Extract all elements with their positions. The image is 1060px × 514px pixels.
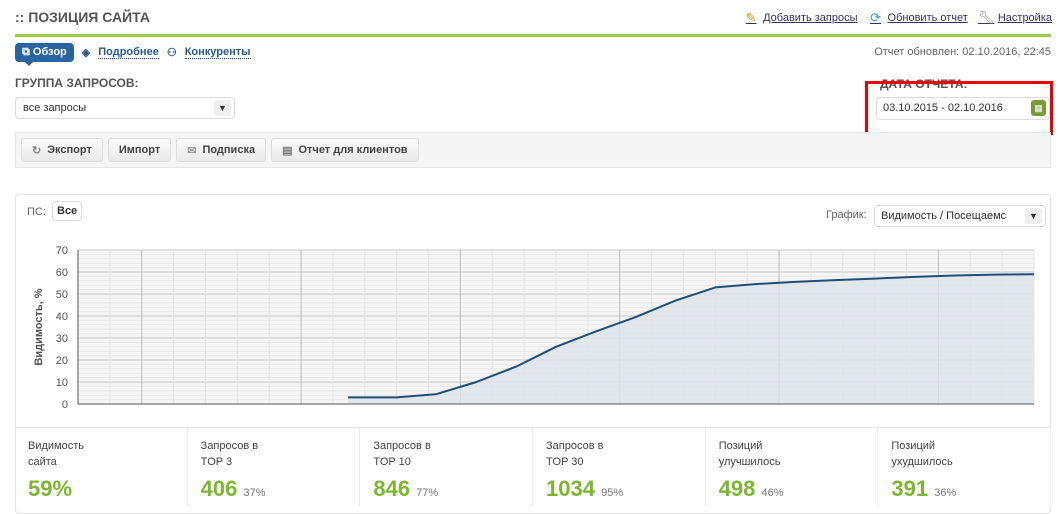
refresh-report-link[interactable]: ⟳ Обновить отчет — [868, 10, 968, 26]
stat-value: 391 36% — [891, 476, 957, 501]
stat-name: Позиций улучшилось — [718, 440, 781, 468]
envelope-icon: ✉ — [187, 144, 197, 157]
stat-name: Запросов в TOP 3 — [200, 440, 259, 468]
stat-card: Запросов в TOP 10 846 77% — [360, 428, 534, 507]
export-button[interactable]: ↻ Экспорт — [21, 138, 103, 162]
windows-icon: ⧉ — [22, 46, 33, 58]
tabs: ⧉ Обзор ◈ Подробнее ⚇ Конкуренты — [15, 43, 251, 66]
chevron-down-icon: ▼ — [1025, 208, 1042, 224]
y-tick-label: 0 — [62, 399, 68, 411]
visibility-chart: 0 10 20 30 40 50 60 70 Видимость, % — [33, 245, 1035, 411]
stat-card: Позиций ухудшилось 391 36% — [878, 428, 1052, 507]
toolbar: ↻ Экспорт Импорт ✉ Подписка ▤ Отчет для кли… — [15, 132, 1051, 168]
area-fill — [348, 274, 1034, 404]
graph-label: График: — [826, 209, 867, 221]
y-tick-label: 40 — [56, 311, 68, 323]
y-tick-label: 60 — [56, 267, 68, 279]
y-tick-label: 30 — [56, 333, 68, 345]
tab-overview[interactable]: ⧉ Обзор — [15, 43, 74, 66]
report-updated: Отчет обновлен: 02.10.2016, 22:45 — [874, 46, 1051, 58]
stat-percent: 37% — [243, 487, 266, 499]
tab-details[interactable]: Подробнее — [98, 46, 159, 59]
export-icon: ↻ — [32, 144, 42, 157]
tab-competitors[interactable]: Конкуренты — [184, 46, 251, 59]
stat-name: Видимость сайта — [28, 440, 84, 468]
date-range-input[interactable]: 03.10.2015 - 02.10.2016 ▦ — [876, 97, 1050, 120]
stat-percent: 77% — [416, 487, 439, 499]
page-title: :: ПОЗИЦИЯ САЙТА — [15, 9, 150, 25]
group-label: ГРУППА ЗАПРОСОВ: — [15, 76, 139, 90]
notebook-icon: ▤ — [282, 144, 293, 157]
highlight-box — [865, 81, 1053, 135]
y-tick-label: 20 — [56, 355, 68, 367]
header-links: ✎ Добавить запросы ⟳ Обновить отчет 🔧︎ Наст… — [743, 10, 1052, 26]
users-icon: ⚇ — [166, 47, 177, 59]
ps-label: ПС: — [27, 206, 46, 218]
stat-percent: 46% — [761, 487, 784, 499]
stat-name: Запросов в TOP 30 — [546, 440, 604, 468]
diamond-icon: ◈ — [81, 47, 91, 59]
stat-name: Позиций ухудшилось — [891, 440, 953, 468]
add-queries-link[interactable]: ✎ Добавить запросы — [743, 10, 858, 26]
subscribe-button[interactable]: ✉ Подписка — [176, 138, 267, 162]
ps-all-button[interactable]: Все — [52, 201, 83, 221]
stat-value: 59% — [28, 476, 73, 501]
calendar-icon[interactable]: ▦ — [1031, 100, 1046, 116]
date-label: ДАТА ОТЧЕТА: — [880, 77, 968, 91]
stat-value: 846 77% — [373, 476, 439, 501]
graph-select[interactable]: Видимость / Посещаемс ▼ — [874, 205, 1046, 227]
y-tick-label: 70 — [56, 245, 68, 257]
y-tick-label: 10 — [56, 377, 68, 389]
stat-card: Запросов в TOP 30 1034 95% — [533, 428, 706, 507]
stat-percent: 95% — [601, 487, 624, 499]
divider — [15, 34, 1051, 37]
group-select[interactable]: все запросы ▼ — [15, 97, 235, 119]
stat-card: Позиций улучшилось 498 46% — [706, 428, 879, 507]
pencil-add-icon: ✎ — [745, 10, 757, 25]
refresh-icon: ⟳ — [870, 10, 881, 25]
chevron-down-icon: ▼ — [214, 100, 231, 116]
y-tick-label: 50 — [56, 289, 68, 301]
stat-card: Запросов в TOP 3 406 37% — [188, 428, 361, 507]
stat-name: Запросов в TOP 10 — [373, 440, 431, 468]
wrench-icon: 🔧︎ — [977, 10, 995, 25]
y-axis-label: Видимость, % — [33, 288, 45, 365]
stat-card: Видимость сайта 59% — [15, 428, 188, 507]
stats-row: Видимость сайта 59% Запросов в TOP 3 406 3… — [15, 427, 1052, 507]
stat-value: 1034 95% — [546, 476, 624, 501]
settings-link[interactable]: 🔧︎ Настройка — [977, 10, 1052, 25]
stat-value: 406 37% — [200, 476, 266, 501]
stat-percent: 36% — [934, 487, 957, 499]
import-button[interactable]: Импорт — [107, 138, 172, 162]
series-line — [348, 273, 1035, 399]
client-report-button[interactable]: ▤ Отчет для клиентов — [271, 138, 419, 162]
stat-value: 498 46% — [718, 476, 784, 501]
